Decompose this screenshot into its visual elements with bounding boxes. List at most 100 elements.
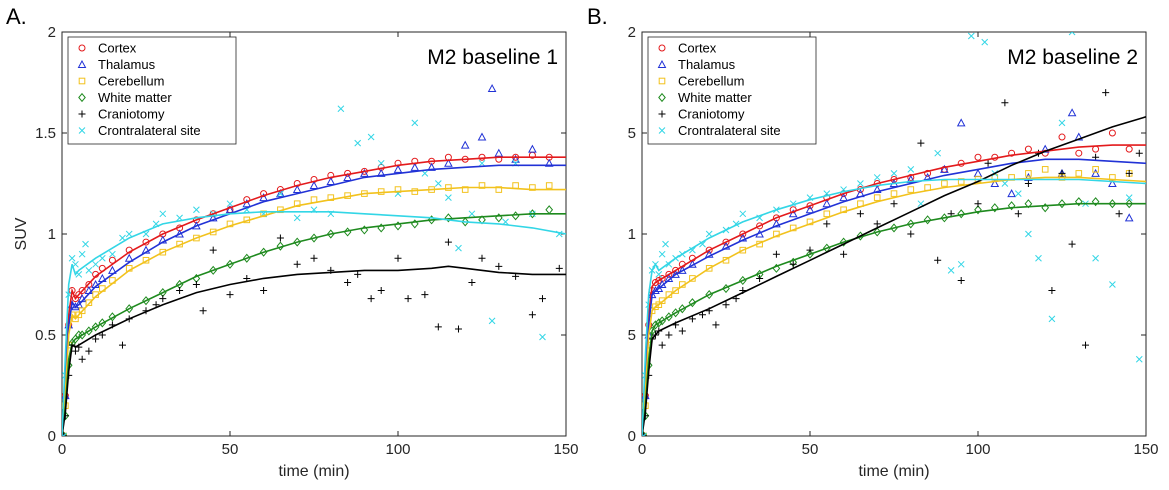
data-point	[444, 238, 452, 246]
data-point	[461, 217, 470, 227]
data-point	[678, 327, 686, 335]
data-point	[293, 214, 301, 222]
y-axis-label: SUV	[13, 217, 30, 250]
data-point	[957, 209, 966, 219]
data-point	[444, 158, 453, 167]
data-point	[477, 132, 487, 141]
data-point	[528, 311, 536, 319]
data-point	[1014, 190, 1022, 197]
fit-line	[62, 265, 566, 436]
data-point	[873, 220, 881, 228]
data-point	[92, 335, 100, 343]
data-point	[941, 180, 948, 187]
y-tick-label: 1	[628, 226, 636, 243]
data-point	[654, 283, 664, 293]
data-point	[665, 270, 673, 278]
data-point	[689, 246, 696, 254]
data-point	[772, 250, 780, 258]
data-point	[538, 295, 546, 303]
data-point	[209, 210, 217, 218]
data-point	[434, 323, 442, 331]
data-point	[360, 168, 369, 177]
data-point	[699, 240, 706, 248]
data-point	[705, 230, 713, 238]
data-point	[655, 276, 663, 284]
data-point	[789, 206, 797, 214]
data-point	[923, 215, 932, 225]
data-point	[739, 210, 747, 218]
legend-label: Cerebellum	[98, 74, 164, 89]
data-point	[192, 281, 200, 288]
legend-label: White matter	[678, 90, 752, 105]
data-point	[1092, 166, 1099, 173]
data-point	[906, 219, 915, 229]
data-point	[934, 149, 942, 157]
data-point	[159, 295, 167, 303]
legend-marker	[77, 59, 87, 68]
data-point	[74, 330, 83, 340]
data-point	[1108, 178, 1117, 187]
x-tick-label: 150	[1133, 441, 1158, 458]
data-point	[1075, 149, 1083, 157]
data-point	[354, 139, 362, 147]
data-point	[947, 267, 955, 274]
x-tick-label: 100	[965, 441, 990, 458]
data-point	[376, 168, 386, 177]
data-point	[242, 199, 252, 208]
data-point	[1041, 166, 1049, 173]
y-tick-label: 0.5	[35, 327, 56, 344]
legend-label: Thalamus	[98, 57, 156, 72]
data-point	[62, 431, 68, 436]
data-point	[75, 311, 83, 319]
data-point	[1082, 341, 1090, 349]
data-point	[907, 173, 915, 181]
chart-title: M2 baseline 1	[427, 46, 558, 69]
data-point	[698, 311, 706, 319]
data-point	[1007, 201, 1016, 211]
data-point	[1048, 315, 1056, 323]
data-point	[293, 260, 301, 268]
data-point	[739, 246, 747, 254]
legend-marker	[78, 127, 86, 134]
data-point	[367, 295, 375, 303]
x-tick-label: 0	[638, 441, 646, 458]
panel-label-a: A.	[6, 4, 27, 29]
data-point	[276, 189, 285, 198]
data-point	[839, 193, 848, 202]
data-point	[840, 190, 848, 198]
data-point	[74, 300, 84, 309]
data-point	[956, 118, 966, 127]
data-point	[108, 265, 117, 274]
data-point	[309, 180, 319, 190]
data-point	[310, 254, 318, 262]
data-point	[1025, 230, 1032, 238]
legend-label: Cortex	[98, 41, 137, 56]
fit-line	[642, 116, 1146, 436]
data-point	[1115, 210, 1123, 218]
data-point	[199, 307, 207, 315]
data-point	[445, 184, 452, 191]
data-point	[326, 229, 335, 239]
y-tick-label: 2	[48, 24, 56, 41]
data-point	[377, 188, 385, 195]
data-point	[1109, 281, 1116, 288]
fit-line	[642, 144, 1146, 436]
data-point	[890, 190, 898, 197]
data-point	[756, 222, 764, 230]
data-point	[662, 240, 669, 248]
data-point	[907, 166, 915, 173]
legend-marker	[658, 110, 666, 118]
data-point	[411, 119, 419, 127]
legend-label: Cerebellum	[678, 74, 744, 89]
y-tick-label: 2	[628, 24, 636, 41]
data-point	[806, 202, 814, 210]
data-point	[665, 331, 673, 339]
data-point	[82, 240, 89, 248]
x-tick-label: 0	[58, 441, 66, 458]
data-point	[1001, 99, 1009, 107]
data-point	[642, 432, 648, 436]
data-point	[354, 270, 362, 278]
data-point	[1135, 355, 1143, 363]
data-point	[658, 250, 666, 258]
legend-item: Cerebellum	[78, 74, 164, 89]
